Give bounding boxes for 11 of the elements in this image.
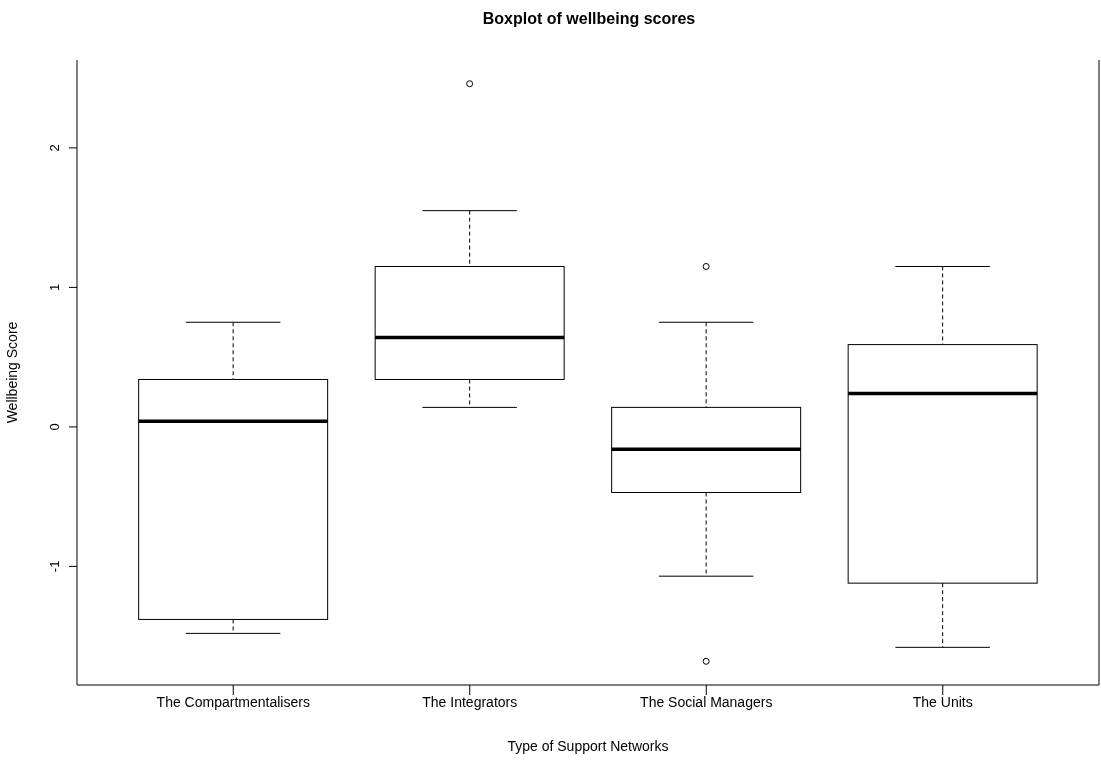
y-tick-label: -1 bbox=[47, 560, 62, 573]
y-tick-label: 0 bbox=[47, 423, 62, 431]
y-axis-title: Wellbeing Score bbox=[3, 321, 20, 424]
x-axis-title: Type of Support Networks bbox=[507, 738, 669, 754]
x-tick-label: The Units bbox=[912, 693, 973, 710]
x-tick-label: The Compartmentalisers bbox=[156, 693, 310, 710]
chart-title: Boxplot of wellbeing scores bbox=[481, 10, 697, 28]
y-tick-label: 1 bbox=[47, 283, 62, 292]
x-tick-label: The Social Managers bbox=[640, 693, 773, 710]
x-tick-label: The Integrators bbox=[422, 693, 518, 710]
y-tick-label: 2 bbox=[47, 144, 62, 152]
